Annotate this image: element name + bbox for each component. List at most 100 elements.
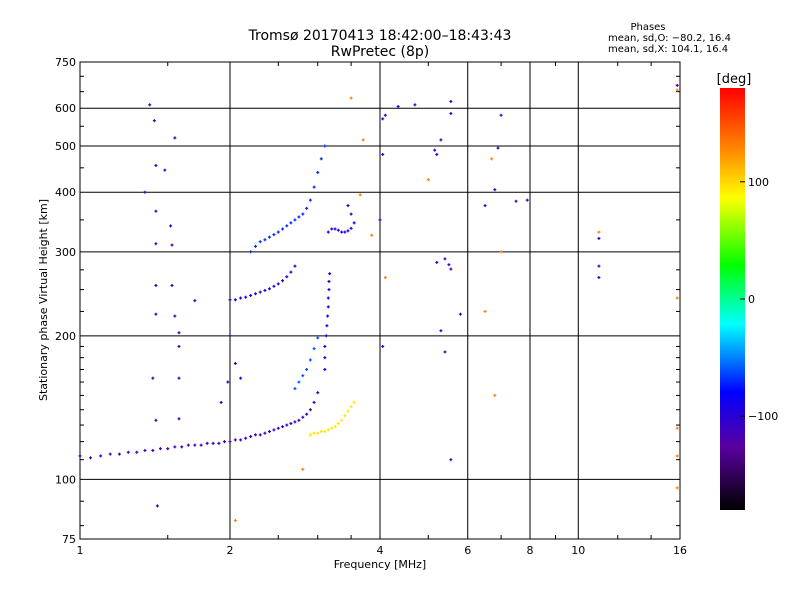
- data-point: [326, 305, 330, 309]
- data-point: [439, 329, 443, 333]
- data-point: [158, 447, 162, 451]
- x-axis-label: Frequency [MHz]: [334, 558, 426, 571]
- y-tick-label: 300: [55, 246, 76, 259]
- x-tick-label: 6: [464, 544, 471, 557]
- data-point: [316, 170, 320, 174]
- data-point: [173, 445, 177, 449]
- data-point: [312, 400, 316, 404]
- data-point: [493, 393, 497, 397]
- data-point: [78, 454, 82, 458]
- data-point: [308, 198, 312, 202]
- data-point: [343, 230, 347, 234]
- colorbar-ticks: 100 0 −100: [740, 176, 778, 423]
- data-point: [361, 138, 365, 142]
- data-point: [233, 361, 237, 365]
- data-point: [323, 344, 327, 348]
- data-point: [449, 267, 453, 271]
- data-point: [163, 168, 167, 172]
- data-point: [281, 425, 285, 429]
- data-point: [148, 103, 152, 107]
- data-point: [493, 188, 497, 192]
- data-point: [340, 230, 344, 234]
- data-point: [267, 287, 271, 291]
- data-point: [166, 447, 170, 451]
- data-point: [381, 152, 385, 156]
- x-tick-label: 4: [377, 544, 384, 557]
- data-point: [297, 380, 301, 384]
- data-point: [326, 314, 330, 318]
- data-point: [177, 417, 181, 421]
- data-point: [496, 146, 500, 150]
- data-point: [439, 138, 443, 142]
- y-tick-label: 600: [55, 102, 76, 115]
- data-point: [249, 293, 253, 297]
- data-point: [263, 431, 267, 435]
- data-point: [396, 105, 400, 109]
- data-point: [346, 229, 350, 233]
- data-point: [285, 423, 289, 427]
- data-point: [301, 374, 305, 378]
- data-point: [276, 426, 280, 430]
- data-point: [301, 467, 305, 471]
- data-point: [312, 431, 316, 435]
- plot-area: 1 2 4 6 8 10 16 75 100 200 300 400 500 600 750: [55, 56, 687, 557]
- x-tick-label: 2: [227, 544, 234, 557]
- data-point: [346, 204, 350, 208]
- data-point: [219, 400, 223, 404]
- data-point: [258, 290, 262, 294]
- data-point: [312, 347, 316, 351]
- data-point: [323, 367, 327, 371]
- data-point: [173, 136, 177, 140]
- data-point: [675, 426, 679, 430]
- data-point: [239, 376, 243, 380]
- data-point: [228, 334, 232, 338]
- data-point: [447, 263, 451, 267]
- data-point: [443, 257, 447, 261]
- data-point: [305, 206, 309, 210]
- data-point: [514, 199, 518, 203]
- data-point: [324, 334, 328, 338]
- data-point: [154, 312, 158, 316]
- data-point: [312, 185, 316, 189]
- data-point: [435, 260, 439, 264]
- colorbar-tick-label: −100: [748, 410, 778, 423]
- data-point: [152, 119, 156, 123]
- data-point: [154, 418, 158, 422]
- colorbar-tick-label: 100: [748, 176, 769, 189]
- data-point: [370, 233, 374, 237]
- data-point: [301, 415, 305, 419]
- data-point: [293, 264, 297, 268]
- data-point: [330, 227, 334, 231]
- data-point: [336, 421, 340, 425]
- y-tick-label: 750: [55, 56, 76, 69]
- x-tick-label: 1: [77, 544, 84, 557]
- data-point: [154, 242, 158, 246]
- y-tick-label: 200: [55, 330, 76, 343]
- data-point: [483, 204, 487, 208]
- data-point: [301, 212, 305, 216]
- data-point: [253, 292, 257, 296]
- data-point: [293, 387, 297, 391]
- legend-title: Phases: [630, 22, 665, 33]
- data-point: [675, 296, 679, 300]
- data-point: [675, 83, 679, 87]
- data-point: [426, 178, 430, 182]
- data-point: [316, 391, 320, 395]
- x-tick-label: 16: [673, 544, 687, 557]
- data-point: [253, 244, 257, 248]
- colorbar-label: [deg]: [717, 72, 752, 87]
- data-point: [177, 344, 181, 348]
- axis-ticks: 1 2 4 6 8 10 16 75 100 200 300 400 500 600 750: [55, 56, 687, 557]
- data-point: [285, 275, 289, 279]
- data-point: [358, 193, 362, 197]
- data-point: [186, 443, 190, 447]
- data-point: [381, 117, 385, 121]
- data-point: [305, 367, 309, 371]
- data-point: [333, 425, 337, 429]
- data-point: [239, 438, 243, 442]
- y-tick-label: 100: [55, 473, 76, 486]
- data-point: [378, 218, 382, 222]
- data-point: [297, 418, 301, 422]
- data-point: [675, 88, 679, 92]
